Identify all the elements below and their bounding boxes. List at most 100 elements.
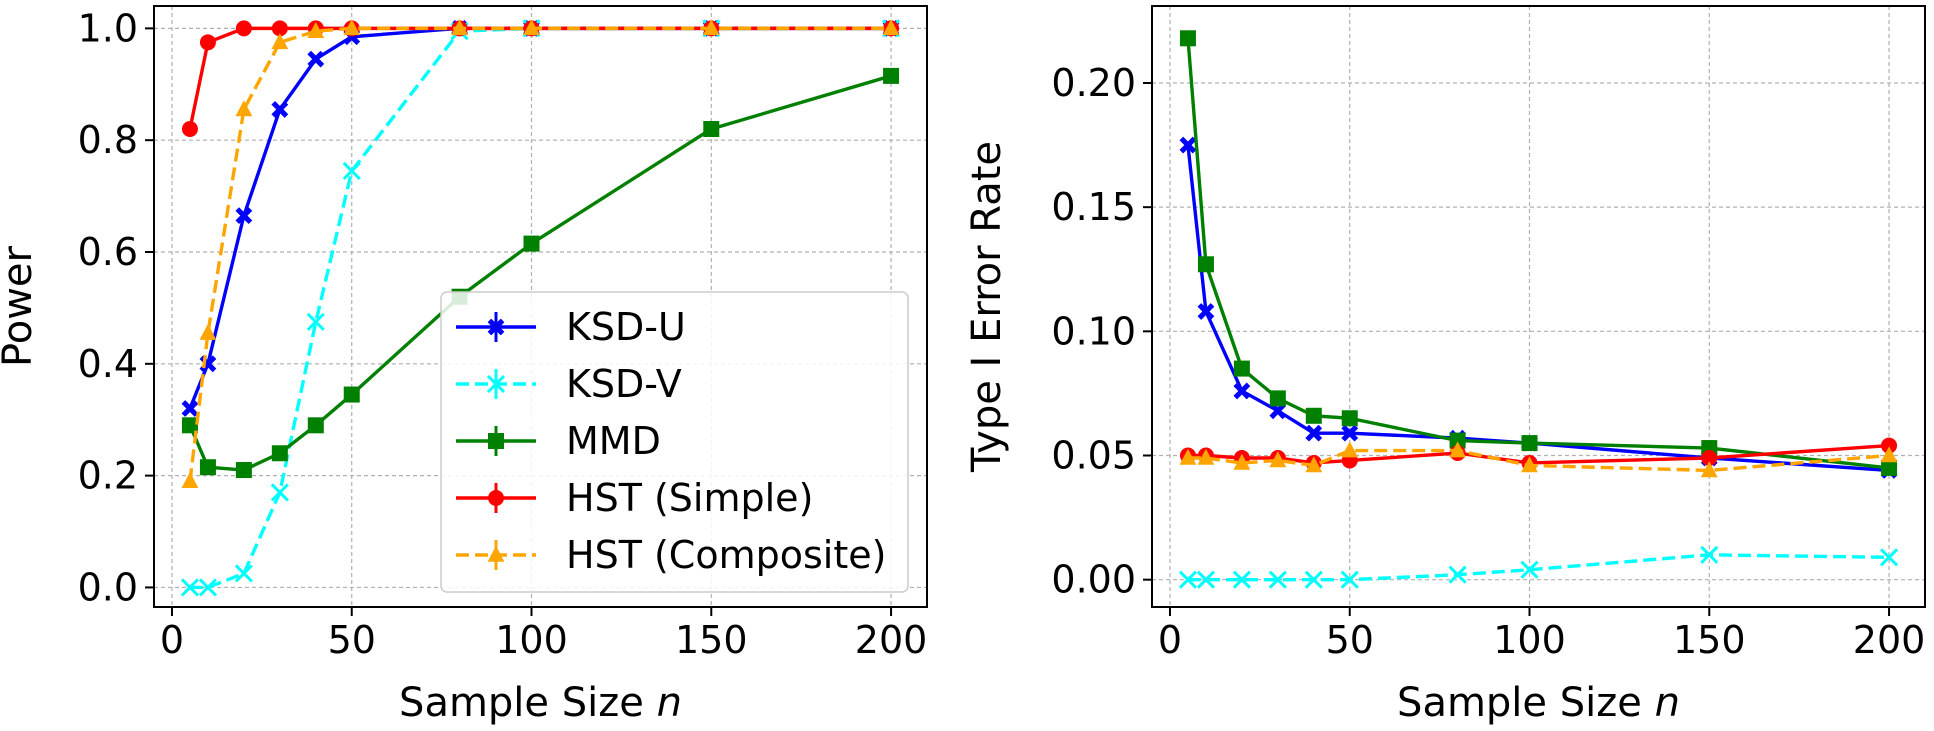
data-point [1233, 360, 1250, 377]
data-point [1880, 446, 1898, 463]
data-point [306, 312, 325, 331]
series-hst-composite [181, 19, 900, 489]
data-point [343, 386, 360, 403]
data-point [1521, 435, 1538, 452]
data-point [703, 120, 720, 137]
data-point [1305, 456, 1323, 473]
legend-entry: HST (Composite) [456, 533, 886, 577]
data-point [181, 417, 198, 434]
data-point [1233, 453, 1251, 470]
data-point [199, 34, 216, 51]
data-point [1448, 565, 1467, 584]
legend-entry: KSD-V [456, 362, 682, 406]
data-point [1879, 548, 1899, 567]
data-point [1305, 407, 1322, 424]
legend-box [440, 291, 909, 593]
x-axis-label: Sample Size n [399, 680, 682, 726]
legend-marker [486, 374, 506, 394]
series-line-2 [1178, 545, 1899, 589]
data-point [1269, 402, 1287, 420]
data-point [235, 207, 253, 225]
data-point [1521, 456, 1538, 473]
y-tick-label: 0.10 [1051, 309, 1136, 353]
data-point [307, 50, 325, 68]
data-point [1341, 424, 1359, 442]
y-tick-label: 1.0 [78, 6, 138, 50]
data-point [234, 564, 253, 583]
x-tick-label: 150 [1673, 618, 1746, 662]
legend-marker [487, 545, 505, 562]
data-point [883, 67, 900, 84]
legend-entry: KSD-U [456, 305, 686, 349]
data-point [523, 19, 540, 36]
data-point [1232, 570, 1251, 589]
data-point [1233, 382, 1251, 400]
y-tick-label: 0.15 [1051, 185, 1136, 229]
data-point [342, 161, 361, 180]
data-point [1268, 570, 1287, 589]
data-point [199, 459, 216, 476]
data-point [1881, 459, 1898, 476]
y-tick-label: 0.00 [1051, 558, 1136, 602]
data-point [235, 462, 252, 479]
y-tick-label: 0.05 [1051, 434, 1136, 478]
data-point [271, 101, 289, 118]
x-tick-label: 100 [495, 618, 568, 662]
data-point [1269, 451, 1287, 468]
data-point [1179, 30, 1196, 47]
data-point [1178, 570, 1198, 589]
x-tick-label: 200 [855, 618, 928, 662]
x-tick-label: 50 [328, 618, 376, 662]
data-point [882, 19, 900, 36]
data-point [181, 120, 198, 137]
series-line [188, 74, 892, 472]
series-line [1187, 443, 1890, 465]
data-point [1881, 437, 1898, 454]
data-point [1520, 560, 1539, 579]
y-axis-label: Type I Error Rate [964, 141, 1010, 473]
data-point [451, 19, 469, 36]
y-tick-label: 0.4 [78, 342, 138, 386]
data-point [181, 472, 199, 489]
data-point [307, 417, 324, 434]
data-point [199, 323, 217, 340]
legend-label: KSD-V [566, 362, 682, 406]
series-line [1186, 144, 1890, 473]
data-point [1341, 441, 1359, 458]
legend: KSD-U KSD-V MMD HST (Simple) HST (Composite) [440, 291, 909, 593]
data-point [271, 20, 288, 37]
data-point [343, 19, 361, 36]
data-point [1197, 448, 1215, 465]
data-point [198, 578, 217, 597]
y-axis-label: Power [0, 245, 41, 366]
data-point [1304, 570, 1323, 589]
legend-entry: MMD [456, 419, 661, 463]
data-point [1340, 570, 1359, 589]
series-line [1187, 553, 1890, 582]
x-tick-label: 200 [1853, 618, 1926, 662]
data-point [702, 19, 720, 36]
data-point [180, 578, 200, 597]
data-point [1197, 256, 1214, 273]
data-point [1701, 449, 1718, 466]
data-point [1700, 545, 1719, 564]
data-point [1449, 432, 1466, 449]
legend-marker [487, 318, 505, 336]
data-point [271, 445, 288, 462]
data-point [271, 33, 289, 50]
chart-panel-2: 0 50 100 150 200 0.00 0.05 0.10 0.15 0.20 Sample S… [964, 5, 1926, 726]
data-point [1179, 448, 1197, 465]
data-point [1305, 424, 1323, 442]
y-tick-label: 0.20 [1051, 61, 1136, 105]
y-tick-label: 0.2 [78, 454, 138, 498]
series-line-1 [1179, 136, 1898, 479]
data-point [181, 400, 199, 417]
legend-marker [488, 490, 504, 506]
data-point [1179, 136, 1197, 154]
data-point [1197, 303, 1215, 320]
y-tick-label: 0.8 [78, 118, 138, 162]
series-line [188, 26, 892, 130]
x-tick-label: 150 [675, 618, 748, 662]
legend-entry: HST (Simple) [456, 476, 813, 520]
